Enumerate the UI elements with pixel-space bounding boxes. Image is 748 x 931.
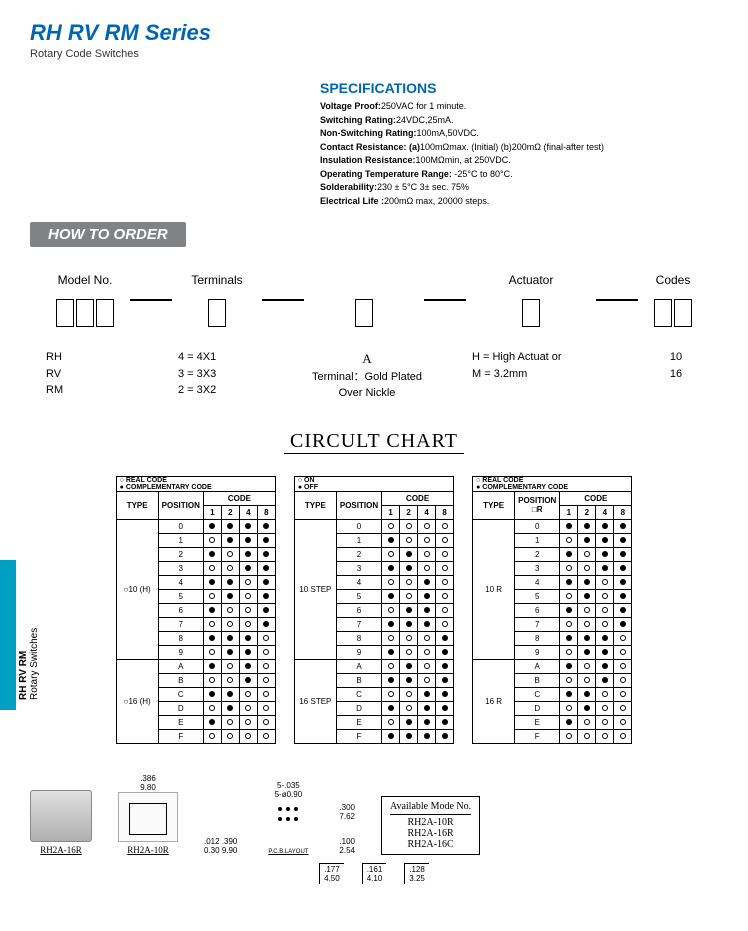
how-to-order-heading: HOW TO ORDER xyxy=(30,222,186,247)
pcb-layout xyxy=(263,799,313,849)
available-modes: Available Mode No. RH2A-10RRH2A-16RRH2A-… xyxy=(381,796,480,855)
circuit-tables: ○ REAL CODE● COMPLEMENTARY CODETYPEPOSIT… xyxy=(30,476,718,744)
order-opts-codes: 1016 xyxy=(638,349,708,382)
model-label-2: RH2A-10R xyxy=(127,845,169,855)
specifications-block: SPECIFICATIONS Voltage Proof:250VAC for … xyxy=(320,80,718,208)
side-dims: .012 .390 0.30 9.90 xyxy=(204,837,237,855)
bottom-dims: .1774.50 .1614.10 .1283.25 xyxy=(30,863,718,884)
order-opts-model: RHRVRM xyxy=(40,349,130,399)
page-title: RH RV RM Series xyxy=(30,20,718,46)
model-label-1: RH2A-16R xyxy=(40,845,82,855)
order-opts-actuator: H = High Actuat orM = 3.2mm xyxy=(466,349,596,382)
order-diagram: Model No. RHRVRM Terminals 4 = 4X13 = 3X… xyxy=(30,273,718,402)
page-subtitle: Rotary Code Switches xyxy=(30,48,718,60)
outline-drawing xyxy=(118,792,178,842)
side-color-tab xyxy=(0,560,16,710)
footer-drawings: RH2A-16R .3869.80 RH2A-10R .012 .390 0.3… xyxy=(30,774,718,855)
product-photo xyxy=(30,790,92,842)
side-label: RH RV RM Rotary Switches xyxy=(18,628,40,700)
order-hd-codes: Codes xyxy=(638,273,708,287)
order-opts-terminals: 4 = 4X13 = 3X32 = 3X2 xyxy=(172,349,262,399)
order-hd-blank xyxy=(304,273,424,287)
order-hd-actuator: Actuator xyxy=(466,273,596,287)
order-opts-blank: A Terminal：Gold PlatedOver Nickle xyxy=(304,349,424,402)
order-hd-model: Model No. xyxy=(40,273,130,287)
order-hd-terminals: Terminals xyxy=(172,273,262,287)
pcb-dims: .3007.62 .1002.54 xyxy=(339,803,355,855)
specs-heading: SPECIFICATIONS xyxy=(320,80,718,96)
circuit-chart-heading: CIRCULT CHART xyxy=(284,430,464,454)
